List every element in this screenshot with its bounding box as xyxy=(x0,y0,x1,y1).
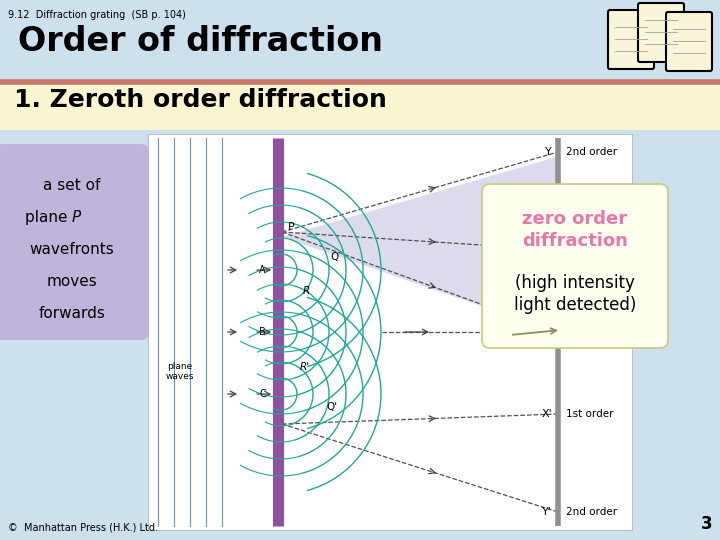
Text: moves: moves xyxy=(47,274,97,289)
Text: wavefronts: wavefronts xyxy=(30,242,114,257)
Text: Q: Q xyxy=(330,252,338,262)
Text: plane: plane xyxy=(24,210,72,225)
Text: R': R' xyxy=(300,362,310,372)
Text: ©  Manhattan Press (H.K.) Ltd.: © Manhattan Press (H.K.) Ltd. xyxy=(8,523,158,533)
Text: 2nd order: 2nd order xyxy=(566,147,617,157)
Text: Y': Y' xyxy=(542,507,552,517)
Text: R: R xyxy=(303,286,310,296)
Text: (high intensity
light detected): (high intensity light detected) xyxy=(514,274,636,314)
FancyBboxPatch shape xyxy=(666,12,712,71)
Text: 1. Zeroth order diffraction: 1. Zeroth order diffraction xyxy=(14,88,387,112)
Text: Q': Q' xyxy=(326,402,337,412)
Text: 2nd order: 2nd order xyxy=(566,507,617,517)
Text: forwards: forwards xyxy=(39,306,105,321)
Text: 3: 3 xyxy=(701,515,712,533)
Text: P: P xyxy=(72,210,81,225)
Polygon shape xyxy=(282,157,556,332)
Text: P: P xyxy=(288,222,294,232)
Text: zero order
diffraction: zero order diffraction xyxy=(522,210,628,251)
Text: 9.12  Diffraction grating  (SB p. 104): 9.12 Diffraction grating (SB p. 104) xyxy=(8,10,186,20)
Text: 1st order: 1st order xyxy=(566,245,613,255)
FancyBboxPatch shape xyxy=(608,10,654,69)
FancyBboxPatch shape xyxy=(0,144,149,340)
Text: C: C xyxy=(259,389,266,399)
FancyBboxPatch shape xyxy=(0,82,720,130)
FancyBboxPatch shape xyxy=(638,3,684,62)
Text: A: A xyxy=(259,265,266,275)
FancyBboxPatch shape xyxy=(482,184,668,348)
Text: X': X' xyxy=(541,409,552,419)
Text: 1st order: 1st order xyxy=(566,409,613,419)
Text: Y: Y xyxy=(545,147,552,157)
Text: X: X xyxy=(544,245,552,255)
Text: plane
waves: plane waves xyxy=(166,362,194,381)
Text: Order of diffraction: Order of diffraction xyxy=(18,25,383,58)
FancyBboxPatch shape xyxy=(148,134,632,530)
Text: a set of: a set of xyxy=(43,178,101,193)
Text: O: O xyxy=(544,327,552,337)
Text: B: B xyxy=(259,327,266,337)
Text: zeroth order: zeroth order xyxy=(566,327,631,337)
